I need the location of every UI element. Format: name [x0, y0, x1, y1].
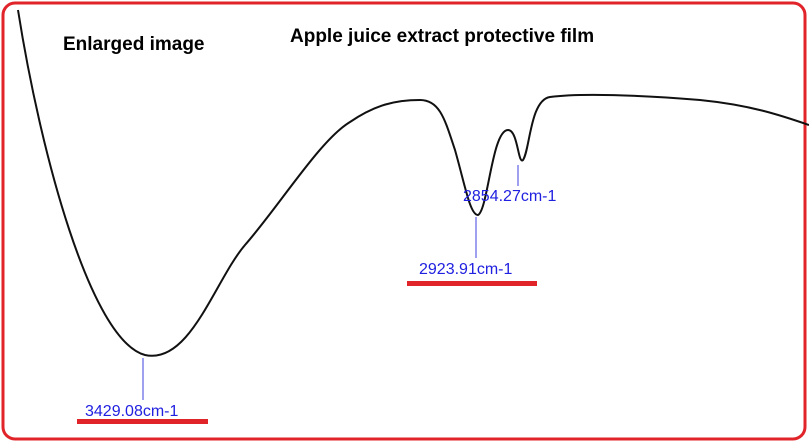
spectrum-curve	[17, 9, 809, 357]
title: Apple juice extract protective film	[290, 26, 594, 47]
peak-label: 2923.91cm-1	[419, 261, 512, 278]
underline	[77, 419, 208, 424]
peak-label: 2854.27cm-1	[463, 188, 556, 205]
underline	[407, 281, 537, 286]
peak-label: 3429.08cm-1	[85, 403, 178, 420]
image-label: Enlarged image	[63, 34, 205, 55]
